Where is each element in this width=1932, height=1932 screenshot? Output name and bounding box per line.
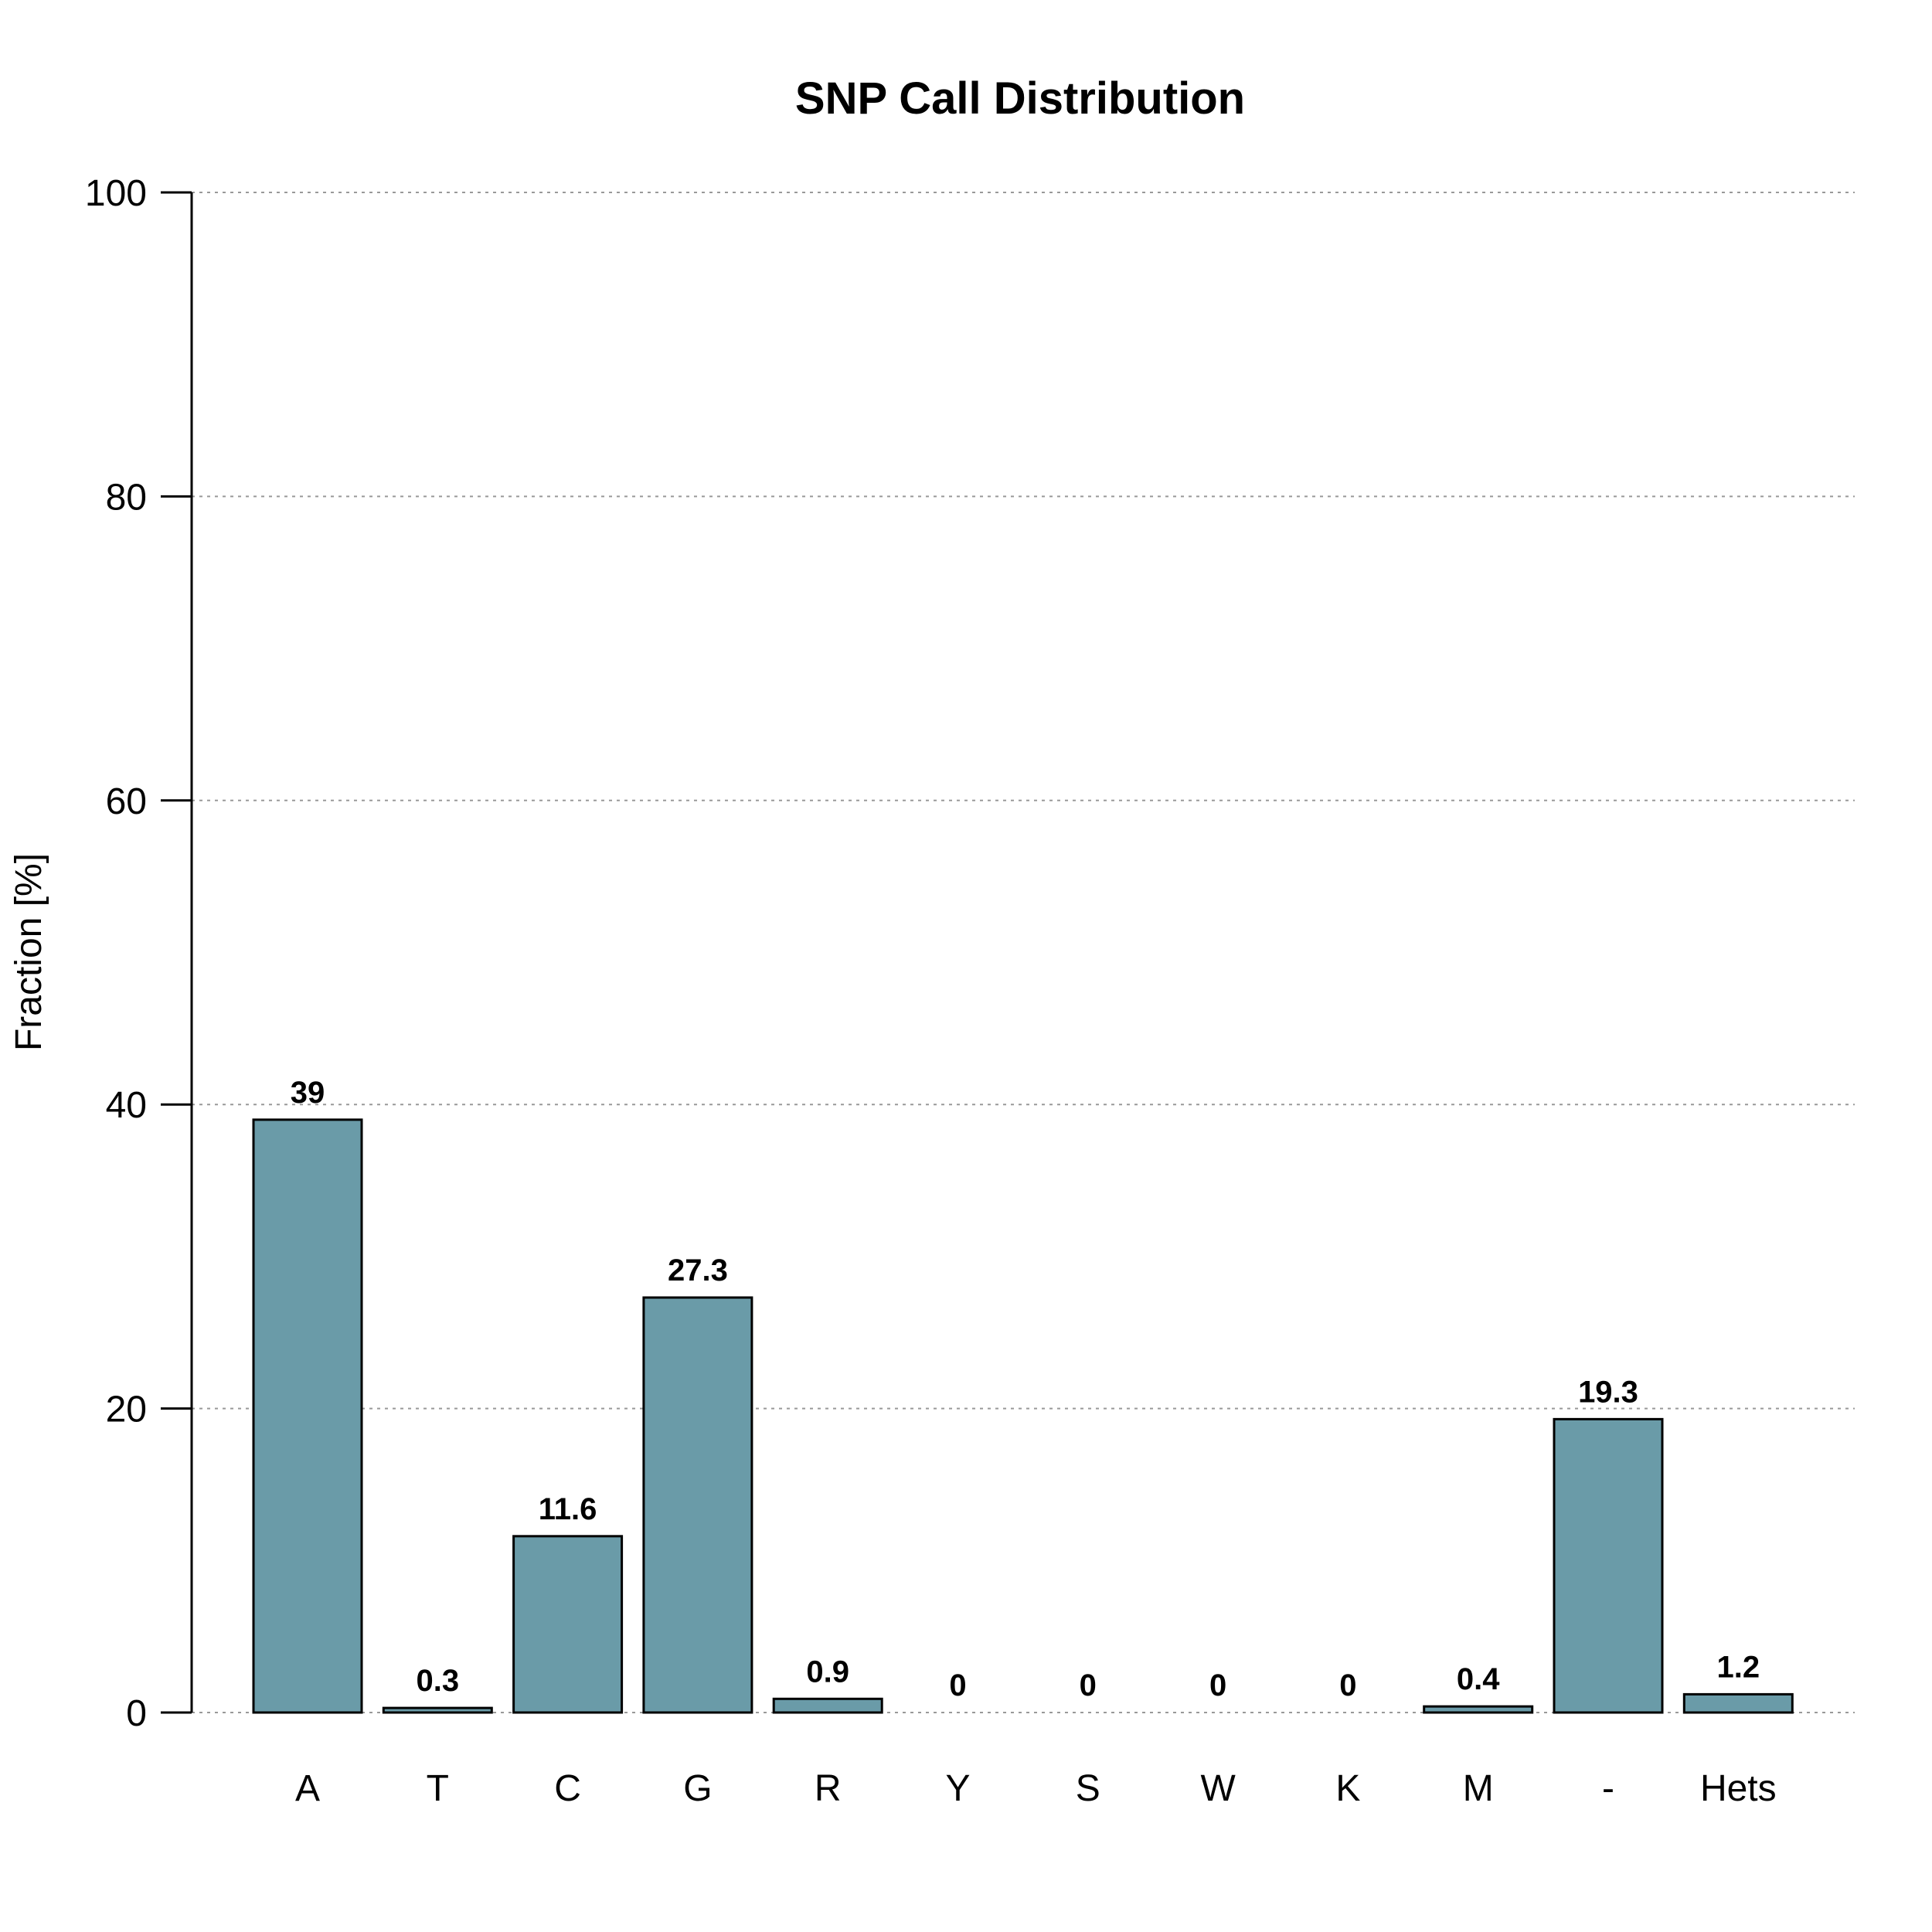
value-label: 0 xyxy=(1209,1668,1226,1702)
category-labels: A T C G R Y S W K M - Hets xyxy=(295,1768,1777,1809)
category-label: T xyxy=(427,1768,449,1809)
y-tick-label: 100 xyxy=(85,173,147,214)
bar-m xyxy=(1423,1705,1534,1714)
value-label: 39 xyxy=(291,1076,325,1110)
chart-title: SNP Call Distribution xyxy=(795,73,1245,124)
value-labels: 39 0.3 11.6 27.3 0.9 0 0 0 0 0.4 19.3 1.2 xyxy=(291,1076,1760,1702)
category-label: Y xyxy=(945,1768,970,1809)
y-axis: 0 20 40 60 80 100 xyxy=(85,173,193,1734)
y-tick-label: 80 xyxy=(106,477,147,518)
value-label: 0.3 xyxy=(416,1664,459,1698)
bar-a xyxy=(252,1118,363,1714)
value-label: 11.6 xyxy=(539,1492,597,1526)
category-label: W xyxy=(1200,1768,1236,1809)
category-label: - xyxy=(1602,1768,1614,1809)
category-label: S xyxy=(1076,1768,1100,1809)
category-label: R xyxy=(815,1768,842,1809)
category-label: G xyxy=(683,1768,712,1809)
y-axis-label: Fraction [%] xyxy=(9,853,49,1051)
bar-hets xyxy=(1682,1692,1794,1714)
value-label: 0.4 xyxy=(1457,1662,1500,1696)
bars xyxy=(252,1118,1794,1714)
value-label: 27.3 xyxy=(668,1253,728,1287)
y-tick-label: 60 xyxy=(106,781,147,822)
category-label: Hets xyxy=(1700,1768,1777,1809)
bar-c xyxy=(512,1535,624,1714)
category-label: C xyxy=(554,1768,581,1809)
category-label: M xyxy=(1463,1768,1494,1809)
bar-gap xyxy=(1553,1417,1664,1714)
y-tick-label: 20 xyxy=(106,1389,147,1430)
value-label: 0.9 xyxy=(806,1655,849,1689)
value-label: 0 xyxy=(1339,1668,1356,1702)
value-label: 0 xyxy=(949,1668,966,1702)
value-label: 19.3 xyxy=(1578,1375,1638,1409)
value-label: 1.2 xyxy=(1716,1650,1760,1684)
y-tick-label: 0 xyxy=(126,1693,147,1734)
bar-g xyxy=(642,1296,753,1714)
y-tick-label: 40 xyxy=(106,1085,147,1126)
category-label: K xyxy=(1335,1768,1360,1809)
value-label: 0 xyxy=(1080,1668,1097,1702)
category-label: A xyxy=(295,1768,320,1809)
bar-r xyxy=(772,1697,883,1714)
bar-t xyxy=(382,1706,493,1714)
